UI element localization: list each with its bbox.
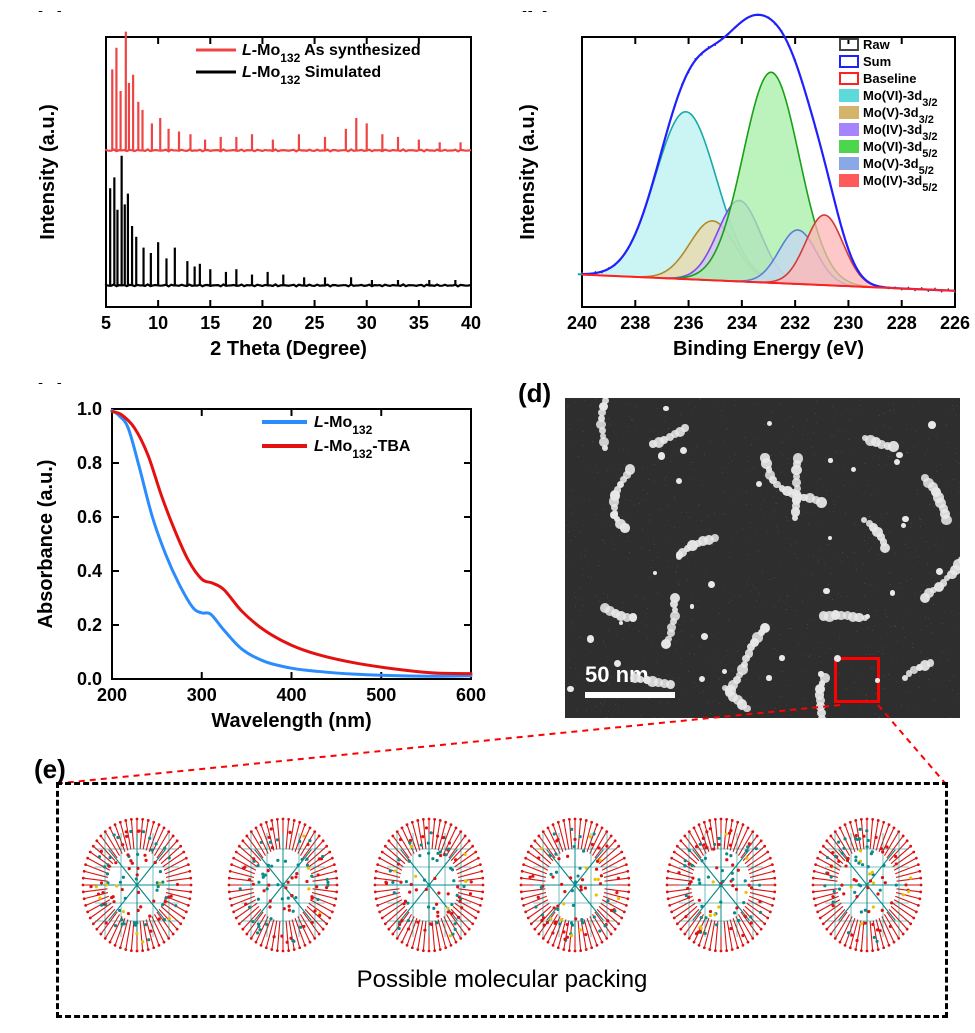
svg-text:228: 228 <box>887 313 917 333</box>
svg-text:2 Theta (Degree): 2 Theta (Degree) <box>210 338 367 360</box>
svg-text:25: 25 <box>305 313 325 333</box>
sem-image: 50 nm <box>565 398 960 718</box>
svg-text:0.4: 0.4 <box>77 561 102 581</box>
panel-e: Possible molecular packing <box>56 782 948 1018</box>
svg-text:226: 226 <box>940 313 970 333</box>
svg-text:L-Mo132: L-Mo132 <box>314 414 373 437</box>
svg-text:500: 500 <box>366 685 396 705</box>
molecule <box>657 810 785 960</box>
svg-text:35: 35 <box>409 313 429 333</box>
svg-text:10: 10 <box>148 313 168 333</box>
svg-text:Absorbance (a.u.): Absorbance (a.u.) <box>35 460 57 629</box>
roi-box <box>834 657 880 703</box>
svg-text:Baseline: Baseline <box>863 71 916 86</box>
svg-text:L-Mo132 As synthesized: L-Mo132 As synthesized <box>242 42 421 65</box>
molecule <box>73 810 201 960</box>
svg-text:0.6: 0.6 <box>77 507 102 527</box>
svg-text:40: 40 <box>461 313 481 333</box>
svg-text:Raw: Raw <box>863 37 891 52</box>
svg-text:0.0: 0.0 <box>77 669 102 689</box>
svg-text:234: 234 <box>727 313 757 333</box>
molecule <box>803 810 931 960</box>
svg-text:5: 5 <box>101 313 111 333</box>
molecule-row <box>73 810 931 960</box>
svg-text:0.2: 0.2 <box>77 615 102 635</box>
svg-text:300: 300 <box>187 685 217 705</box>
svg-text:Wavelength (nm): Wavelength (nm) <box>211 710 371 732</box>
molecule <box>511 810 639 960</box>
svg-text:1.0: 1.0 <box>77 399 102 419</box>
svg-text:Intensity (a.u.): Intensity (a.u.) <box>517 104 539 240</box>
panel-c-chart: 2003004005006000.00.20.40.60.81.0Wavelen… <box>26 384 486 734</box>
svg-text:230: 230 <box>833 313 863 333</box>
svg-text:400: 400 <box>276 685 306 705</box>
scale-bar-line <box>585 692 675 698</box>
molecule <box>219 810 347 960</box>
svg-text:L-Mo132 Simulated: L-Mo132 Simulated <box>242 64 381 87</box>
svg-text:20: 20 <box>252 313 272 333</box>
svg-text:236: 236 <box>674 313 704 333</box>
panel-a-chart: 5 10 15 20 25 30 35 40 2 Theta (Degree) Intensity… <box>26 12 486 362</box>
panel-e-label: (e) <box>34 754 66 785</box>
svg-text:238: 238 <box>620 313 650 333</box>
svg-text:L-Mo132-TBA: L-Mo132-TBA <box>314 438 411 461</box>
svg-text:30: 30 <box>357 313 377 333</box>
svg-text:Sum: Sum <box>863 54 891 69</box>
svg-text:Intensity (a.u.): Intensity (a.u.) <box>37 104 59 240</box>
panel-d-label: (d) <box>518 378 551 409</box>
panel-e-caption: Possible molecular packing <box>357 966 648 994</box>
svg-text:Binding Energy (eV): Binding Energy (eV) <box>673 338 864 360</box>
panel-b-chart: 240 238 236 234 232 230 228 226 Binding Energy (… <box>510 12 970 362</box>
svg-text:600: 600 <box>456 685 486 705</box>
molecule <box>365 810 493 960</box>
svg-text:232: 232 <box>780 313 810 333</box>
svg-text:15: 15 <box>200 313 220 333</box>
svg-text:240: 240 <box>567 313 597 333</box>
svg-text:0.8: 0.8 <box>77 453 102 473</box>
